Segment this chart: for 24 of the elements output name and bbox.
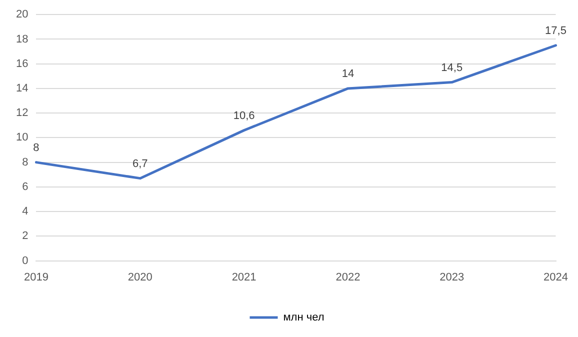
data-label: 6,7 [132, 158, 148, 170]
x-tick-label: 2021 [232, 271, 256, 284]
y-tick-label: 18 [16, 33, 28, 46]
y-tick-label: 20 [16, 8, 28, 21]
data-label: 17,5 [545, 24, 566, 37]
x-tick-label: 2024 [544, 271, 568, 284]
data-label: 14 [342, 68, 354, 80]
y-tick-label: 10 [16, 132, 28, 144]
y-tick-label: 0 [22, 254, 28, 267]
data-label: 10,6 [233, 110, 255, 122]
x-tick-label: 2023 [440, 271, 464, 284]
y-tick-label: 2 [22, 230, 28, 242]
legend-label: млн чел [283, 312, 324, 324]
y-tick-label: 6 [22, 180, 28, 193]
data-label: 14,5 [441, 62, 463, 74]
data-label: 8 [33, 142, 40, 154]
y-tick-label: 12 [16, 107, 28, 120]
x-tick-label: 2020 [128, 271, 152, 284]
y-tick-label: 14 [16, 82, 28, 94]
y-tick-label: 4 [22, 206, 28, 218]
x-tick-label: 2022 [336, 271, 360, 284]
y-tick-label: 8 [22, 156, 28, 168]
x-tick-label: 2019 [24, 271, 48, 284]
y-tick-label: 16 [16, 58, 28, 70]
